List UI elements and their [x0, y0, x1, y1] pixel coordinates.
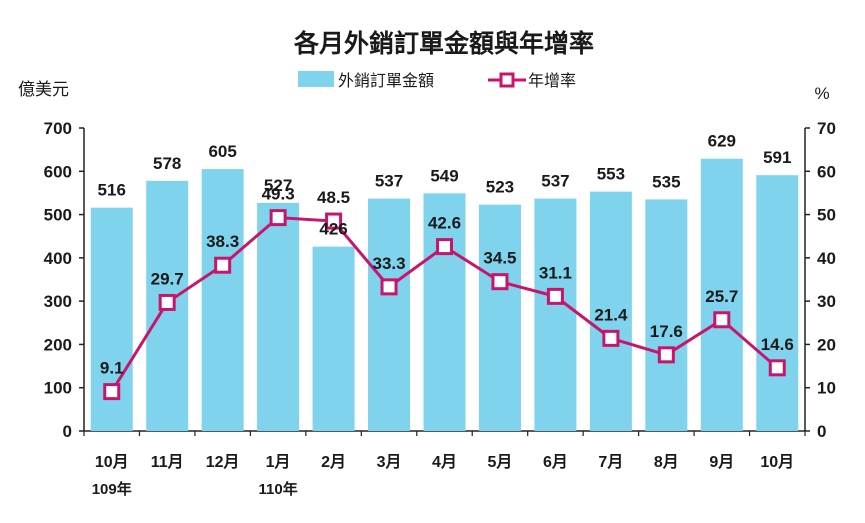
bars — [90, 158, 799, 432]
x-tick-label: 11月 — [151, 453, 184, 471]
growth-point — [436, 238, 453, 256]
bar-value-label: 605 — [208, 142, 236, 161]
growth-value-label: 21.4 — [594, 305, 628, 324]
bar — [257, 202, 300, 431]
left-tick-label: 500 — [44, 206, 72, 225]
left-axis-unit: 億美元 — [18, 80, 69, 99]
right-axis-unit: % — [814, 84, 829, 103]
left-tick-label: 200 — [44, 335, 72, 354]
x-tick-label: 1月 — [266, 453, 291, 471]
x-tick-label: 10月 — [95, 453, 129, 471]
left-tick-label: 600 — [44, 162, 72, 181]
right-tick-label: 50 — [817, 206, 836, 225]
chart-title: 各月外銷訂單金額與年增率 — [293, 29, 594, 58]
legend: 外銷訂單金額 年增率 — [298, 71, 576, 90]
right-tick-label: 10 — [817, 379, 836, 398]
right-tick-label: 70 — [817, 119, 836, 138]
bar-value-label: 549 — [430, 166, 458, 185]
x-tick-label: 5月 — [488, 453, 513, 471]
right-tick-label: 20 — [817, 335, 836, 354]
bar — [312, 246, 355, 431]
growth-value-label: 14.6 — [761, 335, 794, 354]
growth-value-label: 34.5 — [483, 249, 516, 268]
x-tick-label: 6月 — [543, 453, 568, 471]
bar-value-label: 629 — [708, 132, 736, 151]
bar — [645, 199, 688, 431]
bar-value-label: 426 — [319, 220, 347, 239]
year-label: 110年 — [259, 480, 298, 498]
right-tick-label: 60 — [817, 162, 836, 181]
bar — [756, 175, 799, 431]
growth-value-label: 38.3 — [206, 232, 239, 251]
growth-point — [103, 383, 121, 401]
growth-point — [269, 209, 287, 227]
left-tick-label: 300 — [44, 292, 72, 311]
right-tick-label: 0 — [817, 422, 826, 441]
bar — [589, 191, 632, 431]
bar-value-label: 591 — [763, 148, 791, 167]
growth-value-label: 42.6 — [428, 214, 461, 233]
bar-value-label: 516 — [98, 181, 126, 200]
growth-point — [158, 293, 176, 311]
growth-line — [103, 209, 786, 401]
left-tick-label: 400 — [44, 249, 72, 268]
bar-value-label: 527 — [264, 176, 292, 195]
growth-point — [380, 278, 398, 296]
bar — [368, 198, 411, 431]
growth-value-label: 29.7 — [151, 269, 184, 288]
x-tick-label: 3月 — [377, 453, 402, 471]
left-tick-label: 700 — [44, 119, 72, 138]
x-tick-label: 4月 — [432, 453, 457, 471]
growth-point — [657, 346, 675, 364]
right-tick-label: 30 — [817, 292, 836, 311]
bar — [478, 204, 521, 431]
growth-value-label: 48.5 — [317, 188, 350, 207]
data-labels: 516 578 605 527 426 537 549 523 537 553 535 629 591 9… — [98, 132, 794, 378]
growth-point — [325, 212, 343, 230]
x-tick-label: 8月 — [654, 453, 679, 471]
bar — [423, 193, 466, 431]
growth-value-label: 33.3 — [372, 254, 405, 273]
legend-line-label: 年增率 — [528, 72, 576, 90]
bar-value-label: 523 — [486, 178, 514, 197]
left-tick-label: 0 — [63, 422, 72, 441]
axes: 0 100 200 300 400 500 600 700 0 10 20 30 40 50 60 70 10月… — [44, 119, 836, 498]
legend-bar-swatch — [298, 71, 334, 87]
x-tick-label: 2月 — [321, 453, 346, 471]
growth-point — [491, 273, 509, 291]
x-tick-label: 12月 — [206, 453, 240, 471]
growth-value-label: 49.3 — [262, 185, 295, 204]
growth-value-label: 9.1 — [100, 359, 124, 378]
legend-line-marker — [499, 72, 515, 88]
growth-value-label: 25.7 — [705, 287, 738, 306]
bar-value-label: 537 — [541, 172, 569, 191]
left-tick-label: 100 — [44, 379, 72, 398]
year-label: 109年 — [92, 480, 132, 498]
bar — [700, 158, 743, 432]
growth-value-label: 17.6 — [650, 322, 683, 341]
bar-value-label: 578 — [153, 154, 181, 173]
x-tick-label: 10月 — [760, 453, 794, 471]
bar-value-label: 553 — [597, 165, 625, 184]
legend-bar-label: 外銷訂單金額 — [338, 72, 434, 90]
x-tick-label: 9月 — [709, 453, 734, 471]
bar-value-label: 537 — [375, 172, 403, 191]
right-tick-label: 40 — [817, 249, 836, 268]
x-tick-label: 7月 — [598, 453, 623, 471]
bar-value-label: 535 — [652, 172, 680, 191]
bar — [534, 198, 577, 431]
growth-point — [713, 311, 731, 329]
growth-value-label: 31.1 — [539, 263, 572, 282]
growth-point — [602, 329, 620, 347]
bar — [201, 169, 244, 431]
growth-point — [214, 256, 232, 274]
growth-point — [546, 287, 564, 305]
growth-point — [768, 359, 786, 377]
